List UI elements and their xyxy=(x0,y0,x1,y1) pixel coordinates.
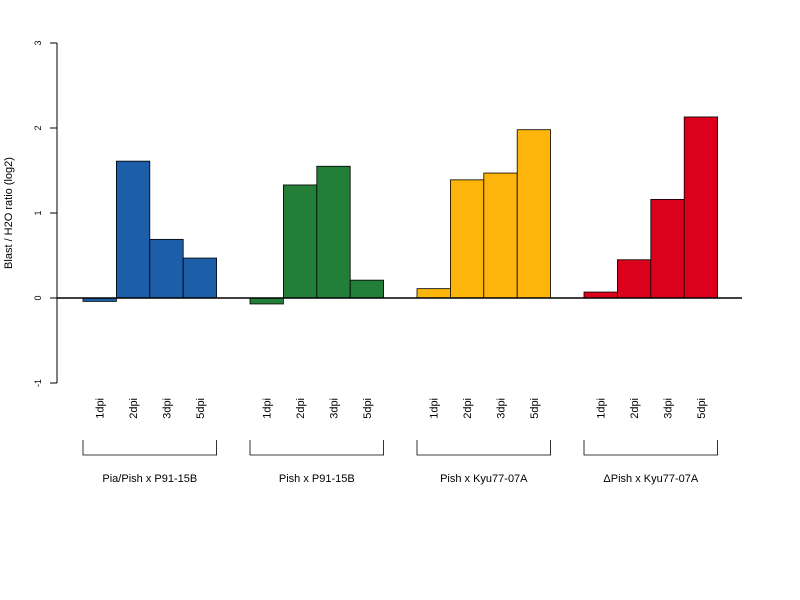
bar xyxy=(182,257,217,299)
x-tick-label: 1dpi xyxy=(262,398,274,419)
x-tick-label: 5dpi xyxy=(696,398,708,419)
x-tick-label: 5dpi xyxy=(195,398,207,419)
x-tick-label: 3dpi xyxy=(496,398,508,419)
group-bracket xyxy=(416,440,551,456)
x-tick-label: 5dpi xyxy=(362,398,374,419)
group-label: Pish x Kyu77-07A xyxy=(440,473,528,485)
x-tick-label: 1dpi xyxy=(429,398,441,419)
bar xyxy=(149,238,184,299)
x-tick-label: 3dpi xyxy=(329,398,341,419)
x-tick-label: 2dpi xyxy=(295,398,307,419)
y-axis-label: Blast / H2O ratio (log2) xyxy=(3,157,15,269)
x-tick-label: 1dpi xyxy=(596,398,608,419)
bar xyxy=(483,172,518,299)
x-tick-label: 2dpi xyxy=(629,398,641,419)
x-tick-label: 2dpi xyxy=(462,398,474,419)
y-tick-label: -1 xyxy=(33,379,43,387)
group-label: ΔPish x Kyu77-07A xyxy=(603,473,698,485)
x-tick-label: 1dpi xyxy=(95,398,107,419)
bar xyxy=(249,297,284,305)
y-axis: -1 0 1 2 3 xyxy=(33,40,58,387)
x-tick-label: 3dpi xyxy=(663,398,675,419)
bar xyxy=(449,179,485,299)
group-bracket xyxy=(583,440,718,456)
bar xyxy=(416,288,451,299)
bar xyxy=(516,129,552,299)
y-tick-label: 2 xyxy=(33,125,43,130)
bar xyxy=(316,165,351,299)
group-label: Pish x P91-15B xyxy=(279,473,355,485)
group-bracket xyxy=(249,440,384,456)
group-bracket xyxy=(82,440,217,456)
bar xyxy=(116,160,151,299)
x-tick-labels: 1dpi 2dpi 3dpi 5dpi 1dpi 2dpi 3dpi 5dpi 1dpi 2dpi… xyxy=(95,398,708,419)
x-tick-label: 5dpi xyxy=(529,398,541,419)
bar xyxy=(282,184,318,299)
group-label: Pia/Pish x P91-15B xyxy=(102,473,197,485)
x-tick-label: 3dpi xyxy=(162,398,174,419)
group-brackets: Pia/Pish x P91-15B Pish x P91-15B Pish x K… xyxy=(82,440,718,485)
bar xyxy=(683,116,719,299)
bar xyxy=(349,279,385,299)
bar xyxy=(617,259,652,299)
y-tick-label: 3 xyxy=(33,40,43,45)
bar xyxy=(583,291,618,299)
y-tick-label: 0 xyxy=(33,295,43,300)
x-tick-label: 2dpi xyxy=(128,398,140,419)
bars xyxy=(82,116,719,305)
bar xyxy=(650,198,685,299)
y-tick-label: 1 xyxy=(33,210,43,215)
